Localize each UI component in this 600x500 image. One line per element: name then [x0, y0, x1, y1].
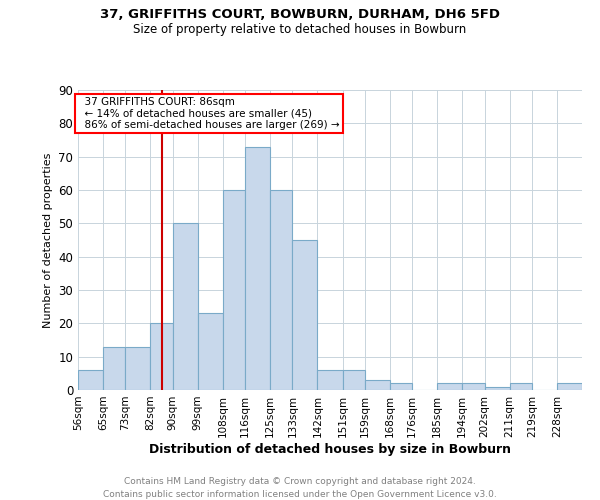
Bar	[437, 384, 462, 390]
Bar	[509, 384, 532, 390]
Y-axis label: Number of detached properties: Number of detached properties	[43, 152, 53, 328]
Bar	[485, 386, 509, 390]
Text: Contains public sector information licensed under the Open Government Licence v3: Contains public sector information licen…	[103, 490, 497, 499]
Bar	[125, 346, 151, 390]
Text: Contains HM Land Registry data © Crown copyright and database right 2024.: Contains HM Land Registry data © Crown c…	[124, 478, 476, 486]
Bar	[317, 370, 343, 390]
Text: 37, GRIFFITHS COURT, BOWBURN, DURHAM, DH6 5FD: 37, GRIFFITHS COURT, BOWBURN, DURHAM, DH…	[100, 8, 500, 20]
Bar	[245, 146, 270, 390]
Bar	[223, 190, 245, 390]
Bar	[557, 384, 582, 390]
Bar	[292, 240, 317, 390]
Bar	[343, 370, 365, 390]
Bar	[270, 190, 292, 390]
Text: Distribution of detached houses by size in Bowburn: Distribution of detached houses by size …	[149, 442, 511, 456]
Bar	[198, 314, 223, 390]
Text: 37 GRIFFITHS COURT: 86sqm
  ← 14% of detached houses are smaller (45)
  86% of s: 37 GRIFFITHS COURT: 86sqm ← 14% of detac…	[78, 96, 340, 130]
Bar	[78, 370, 103, 390]
Bar	[173, 224, 198, 390]
Bar	[103, 346, 125, 390]
Bar	[462, 384, 485, 390]
Bar	[390, 384, 412, 390]
Bar	[365, 380, 390, 390]
Text: Size of property relative to detached houses in Bowburn: Size of property relative to detached ho…	[133, 22, 467, 36]
Bar	[151, 324, 173, 390]
